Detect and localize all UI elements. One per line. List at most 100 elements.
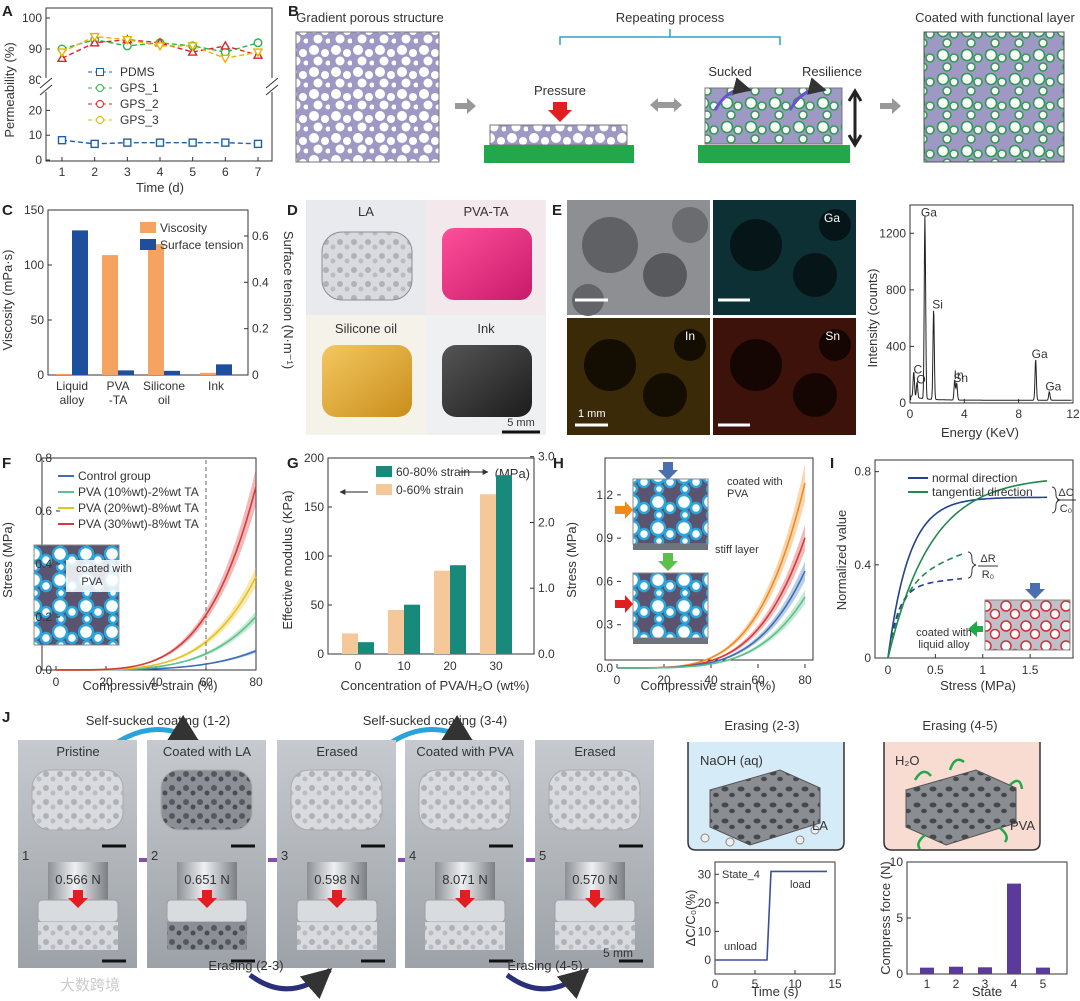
x-tick-label: oil bbox=[158, 393, 170, 407]
y-tick-label: 50 bbox=[31, 313, 45, 327]
panel-label: G bbox=[287, 455, 299, 472]
force-value: 0.570 N bbox=[572, 872, 618, 887]
compressed-sample bbox=[167, 922, 247, 950]
ink-sample bbox=[442, 345, 532, 417]
y-axis-label: Intensity (counts) bbox=[865, 269, 880, 368]
y-axis-label: Normalized value bbox=[834, 510, 849, 610]
force-value: 0.651 N bbox=[184, 872, 230, 887]
data-point bbox=[122, 36, 133, 46]
recovered-block bbox=[704, 87, 843, 145]
y-tick-label: 1200 bbox=[879, 226, 906, 240]
side-arrow-icon bbox=[615, 595, 633, 613]
peak-label: Ga bbox=[1032, 347, 1048, 361]
legend-label: GPS_2 bbox=[120, 97, 159, 111]
down-arrow-icon bbox=[327, 890, 347, 908]
side-arrow-icon bbox=[968, 621, 983, 637]
x-tick-label: 20 bbox=[657, 673, 671, 687]
inset-label: coated with bbox=[727, 476, 783, 488]
la-label: LA bbox=[812, 818, 828, 833]
compressed-sample bbox=[425, 922, 505, 950]
photo-label: Ink bbox=[477, 321, 495, 336]
y-tick-label: 1.2 bbox=[596, 488, 613, 502]
panel-j-erasing-demo: J Self-sucked coating (1-2) Self-sucked … bbox=[2, 709, 1068, 1000]
sponge-sample bbox=[418, 769, 511, 831]
x-axis-label: Compressive strain (%) bbox=[640, 678, 775, 693]
x-tick-label: 1.5 bbox=[1022, 663, 1039, 677]
compressed-sample bbox=[555, 922, 635, 950]
resilience-label: Resilience bbox=[802, 64, 862, 79]
la-cube bbox=[709, 769, 821, 846]
panel-i-normalized-chart: I Normalized value Stress (MPa) coated w… bbox=[830, 455, 1076, 693]
inset-label: coated with bbox=[916, 627, 972, 639]
peak-label: Ga bbox=[921, 206, 937, 220]
element-label: Ga bbox=[824, 211, 840, 225]
legend-label: Control group bbox=[78, 469, 151, 483]
unload-label: unload bbox=[724, 941, 757, 953]
force-value: 8.071 N bbox=[442, 872, 488, 887]
y-tick-label: 0.0 bbox=[35, 663, 52, 677]
data-point bbox=[155, 138, 165, 147]
bar-60-80 bbox=[496, 475, 512, 654]
force-value: 0.566 N bbox=[55, 872, 101, 887]
y-tick-label: 10 bbox=[698, 924, 712, 938]
panel-b-process-schematic: B Gradient porous structure Repeating pr… bbox=[288, 3, 1076, 163]
legend-label: PVA (20%wt)-8%wt TA bbox=[78, 501, 199, 515]
pressure-label: Pressure bbox=[534, 83, 586, 98]
y-tick-label: 10 bbox=[29, 128, 43, 142]
y-tick-label: 0.6 bbox=[596, 574, 613, 588]
data-point bbox=[221, 138, 230, 147]
sponge-sample bbox=[290, 769, 383, 831]
series-line bbox=[55, 486, 257, 671]
bar bbox=[1007, 883, 1021, 974]
legend-swatch bbox=[376, 484, 392, 495]
state-number: 2 bbox=[151, 848, 158, 863]
sponge-sample bbox=[31, 769, 124, 831]
bar-60-80 bbox=[450, 565, 466, 654]
substrate bbox=[698, 145, 850, 163]
legend-label: Surface tension bbox=[160, 238, 243, 252]
down-arrow-icon bbox=[1025, 583, 1045, 599]
x-axis-label: Stress (MPa) bbox=[940, 678, 1016, 693]
bar-surface-tension bbox=[72, 230, 88, 375]
bar-0-60 bbox=[434, 570, 450, 654]
legend-label: GPS_3 bbox=[120, 113, 159, 127]
x-tick-label: 8 bbox=[1015, 407, 1022, 421]
double-arrow-icon bbox=[650, 98, 682, 112]
series-line bbox=[616, 596, 806, 669]
y-tick-label: 150 bbox=[304, 500, 324, 514]
x-axis-label: Time (s) bbox=[751, 984, 798, 999]
silicone-oil-sample bbox=[322, 345, 412, 417]
peak-label: In bbox=[954, 368, 964, 382]
r0-label: R₀ bbox=[982, 569, 995, 581]
sucked-label: Sucked bbox=[708, 64, 751, 79]
y-tick-label: 0.8 bbox=[854, 465, 871, 479]
x-tick-label: 1 bbox=[59, 165, 66, 179]
y-tick-label: 150 bbox=[24, 203, 44, 217]
y-tick-label: 0.3 bbox=[596, 618, 613, 632]
inset-bottom bbox=[632, 572, 709, 639]
x-axis-label: Energy (KeV) bbox=[941, 425, 1019, 440]
y-tick-label: 80 bbox=[29, 73, 43, 87]
legend-label: 60-80% strain bbox=[396, 465, 470, 479]
x-tick-label: 10 bbox=[788, 977, 802, 991]
data-point bbox=[220, 54, 231, 64]
panel-g-modulus-chart: G Effective modulus (KPa) Concentration … bbox=[280, 450, 555, 693]
data-point bbox=[123, 138, 132, 147]
step-label-coated: Coated with functional layer bbox=[915, 10, 1075, 25]
x-tick-label: -TA bbox=[109, 393, 127, 407]
y-tick-label: 0.2 bbox=[35, 610, 52, 624]
resilience-arrow-icon bbox=[788, 77, 827, 111]
x-tick-label: 4 bbox=[961, 407, 968, 421]
panel-f-stress-chart: F Stress (MPa) Compressive strain (%) co… bbox=[0, 451, 263, 693]
y-tick-label: 0.6 bbox=[35, 504, 52, 518]
x-tick-label: 5 bbox=[1040, 977, 1047, 991]
x-axis-label: Compressive strain (%) bbox=[82, 678, 217, 693]
bar bbox=[1036, 967, 1050, 974]
x-tick-label: 10 bbox=[397, 659, 411, 673]
legend-marker bbox=[96, 84, 104, 92]
x-axis-label: Concentration of PVA/H₂O (wt%) bbox=[340, 678, 529, 693]
x-tick-label: 3 bbox=[982, 977, 989, 991]
y-tick-label: 200 bbox=[304, 451, 324, 465]
data-point bbox=[220, 40, 231, 50]
step-label-gradient: Gradient porous structure bbox=[296, 10, 443, 25]
